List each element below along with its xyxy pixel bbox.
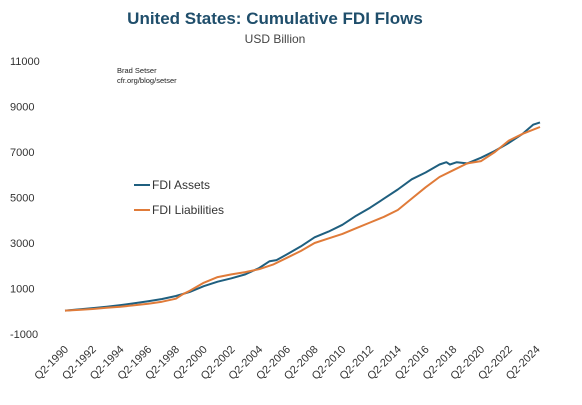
credit-url: cfr.org/blog/setser [117,76,177,85]
y-tick-label: 5000 [10,193,34,205]
y-tick-label: 11000 [10,56,40,68]
y-tick-label: 7000 [10,147,34,159]
y-axis-ticks: -1000 1000 3000 5000 7000 9000 11000 [10,56,40,341]
chart-subtitle: USD Billion [245,32,306,46]
legend-label-assets: FDI Assets [152,178,210,192]
series-line-fdi-liabilities [64,126,541,312]
y-tick-label: 3000 [10,238,34,250]
chart-title: United States: Cumulative FDI Flows [127,9,423,28]
legend: FDI Assets FDI Liabilities [134,178,224,217]
y-tick-label: 1000 [10,284,34,296]
series-line-fdi-assets [64,121,541,312]
y-tick-label: -1000 [10,329,38,341]
credit-author: Brad Setser [117,66,157,75]
series-lines [64,121,541,312]
legend-label-liabilities: FDI Liabilities [152,203,224,217]
x-axis-ticks: Q2-1990Q2-1992Q2-1994Q2-1996Q2-1998Q2-20… [32,344,542,383]
y-tick-label: 9000 [10,102,34,114]
